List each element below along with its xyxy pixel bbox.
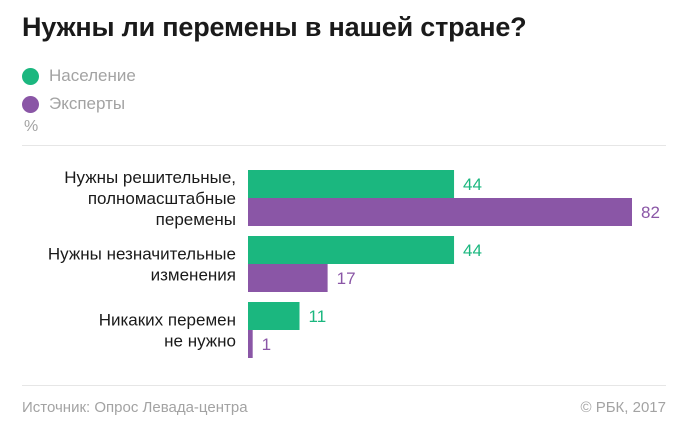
bar-experts-1 bbox=[248, 264, 328, 292]
legend-item-experts: Эксперты bbox=[22, 90, 136, 118]
value-label-population-2: 11 bbox=[309, 307, 327, 326]
bar-experts-0 bbox=[248, 198, 632, 226]
category-label-0-0: Нужны решительные, bbox=[64, 168, 236, 187]
chart-title: Нужны ли перемены в нашей стране? bbox=[22, 12, 527, 42]
legend-swatch-population bbox=[22, 67, 39, 85]
legend-swatch-experts bbox=[22, 95, 39, 113]
copyright: © РБК, 2017 bbox=[580, 399, 666, 416]
category-label-1-1: изменения bbox=[151, 266, 236, 285]
category-label-2-1: не нужно bbox=[164, 332, 236, 351]
category-label-0-1: полномасштабные bbox=[88, 189, 236, 208]
value-label-experts-2: 1 bbox=[262, 335, 271, 354]
value-label-experts-1: 17 bbox=[337, 269, 356, 288]
legend-label-experts: Эксперты bbox=[49, 94, 126, 113]
bar-population-2 bbox=[248, 302, 300, 330]
category-label-0-2: перемены bbox=[156, 210, 236, 229]
divider-bottom bbox=[22, 385, 666, 386]
value-label-population-0: 44 bbox=[463, 175, 482, 194]
value-label-experts-0: 82 bbox=[641, 203, 660, 222]
source-note: Источник: Опрос Левада-центра bbox=[22, 399, 248, 416]
divider-top bbox=[22, 145, 666, 146]
category-label-2-0: Никаких перемен bbox=[99, 311, 236, 330]
legend: Население Эксперты bbox=[22, 62, 136, 118]
bar-chart: Нужны решительные, полномасштабные перемен… bbox=[48, 168, 660, 358]
legend-label-population: Население bbox=[49, 66, 136, 85]
bar-population-1 bbox=[248, 236, 455, 264]
bar-population-0 bbox=[248, 170, 455, 198]
unit-label: % bbox=[24, 118, 39, 135]
value-label-population-1: 44 bbox=[463, 241, 482, 260]
legend-item-population: Население bbox=[22, 62, 136, 90]
bar-experts-2 bbox=[248, 330, 253, 358]
category-label-1-0: Нужны незначительные bbox=[48, 245, 236, 264]
